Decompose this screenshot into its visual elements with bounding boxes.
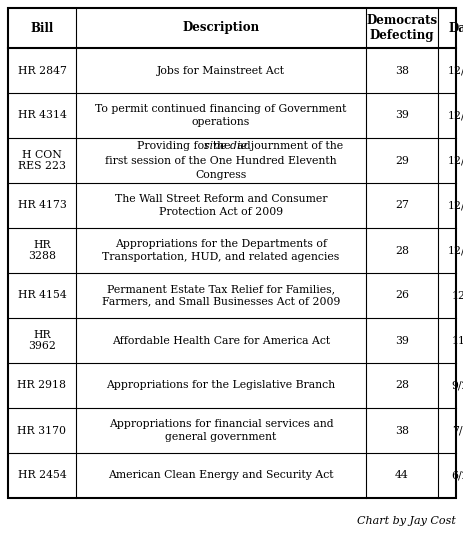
Text: first session of the One Hundred Eleventh: first session of the One Hundred Elevent… [105,156,336,166]
Text: 38: 38 [394,425,408,435]
Text: 28: 28 [394,246,408,255]
Text: 6/26: 6/26 [450,471,463,481]
Text: 28: 28 [394,381,408,391]
Text: 39: 39 [394,335,408,345]
Text: Appropriations for financial services and
general government: Appropriations for financial services an… [108,419,332,442]
Text: 12/10: 12/10 [447,246,463,255]
Text: 12/11: 12/11 [447,200,463,211]
Text: American Clean Energy and Security Act: American Clean Energy and Security Act [108,471,333,481]
Text: HR 4154: HR 4154 [18,290,66,301]
Text: HR
3288: HR 3288 [28,240,56,261]
Text: HR
3962: HR 3962 [28,330,56,351]
Text: Providing for the: Providing for the [137,141,233,151]
Text: Affordable Health Care for America Act: Affordable Health Care for America Act [112,335,329,345]
Text: Appropriations for the Legislative Branch: Appropriations for the Legislative Branc… [106,381,335,391]
Text: H CON
RES 223: H CON RES 223 [18,150,66,171]
Text: 7/16: 7/16 [451,425,463,435]
Text: HR 3170: HR 3170 [18,425,66,435]
Text: Appropriations for the Departments of
Transportation, HUD, and related agencies: Appropriations for the Departments of Tr… [102,239,339,262]
Text: adjournment of the: adjournment of the [234,141,343,151]
Text: 12/3: 12/3 [450,290,463,301]
Text: Democrats
Defecting: Democrats Defecting [366,14,437,42]
Text: HR 4314: HR 4314 [18,110,66,120]
Text: Jobs for Mainstreet Act: Jobs for Mainstreet Act [156,66,284,76]
Text: Chart by Jay Cost: Chart by Jay Cost [357,516,455,526]
Text: Bill: Bill [30,21,54,35]
Text: 9/25: 9/25 [451,381,463,391]
Text: HR 2454: HR 2454 [18,471,66,481]
Text: 38: 38 [394,66,408,76]
Text: 26: 26 [394,290,408,301]
Text: HR 2847: HR 2847 [18,66,66,76]
Text: 12/16: 12/16 [447,66,463,76]
Text: Permanent Estate Tax Relief for Families,
Farmers, and Small Businesses Act of 2: Permanent Estate Tax Relief for Families… [101,284,339,306]
Text: Date: Date [448,21,463,35]
Text: 44: 44 [394,471,408,481]
Text: To permit continued financing of Government
operations: To permit continued financing of Governm… [95,104,346,127]
Text: Description: Description [182,21,259,35]
Text: sine die: sine die [204,141,246,151]
Text: 27: 27 [394,200,408,211]
Text: HR 4173: HR 4173 [18,200,66,211]
Text: HR 2918: HR 2918 [18,381,66,391]
Text: 29: 29 [394,156,408,166]
Text: 39: 39 [394,110,408,120]
Text: The Wall Street Reform and Consumer
Protection Act of 2009: The Wall Street Reform and Consumer Prot… [114,195,326,217]
Text: 12/16: 12/16 [447,156,463,166]
Text: Congress: Congress [195,170,246,180]
Text: 12/16: 12/16 [447,110,463,120]
Text: 11/7: 11/7 [451,335,463,345]
